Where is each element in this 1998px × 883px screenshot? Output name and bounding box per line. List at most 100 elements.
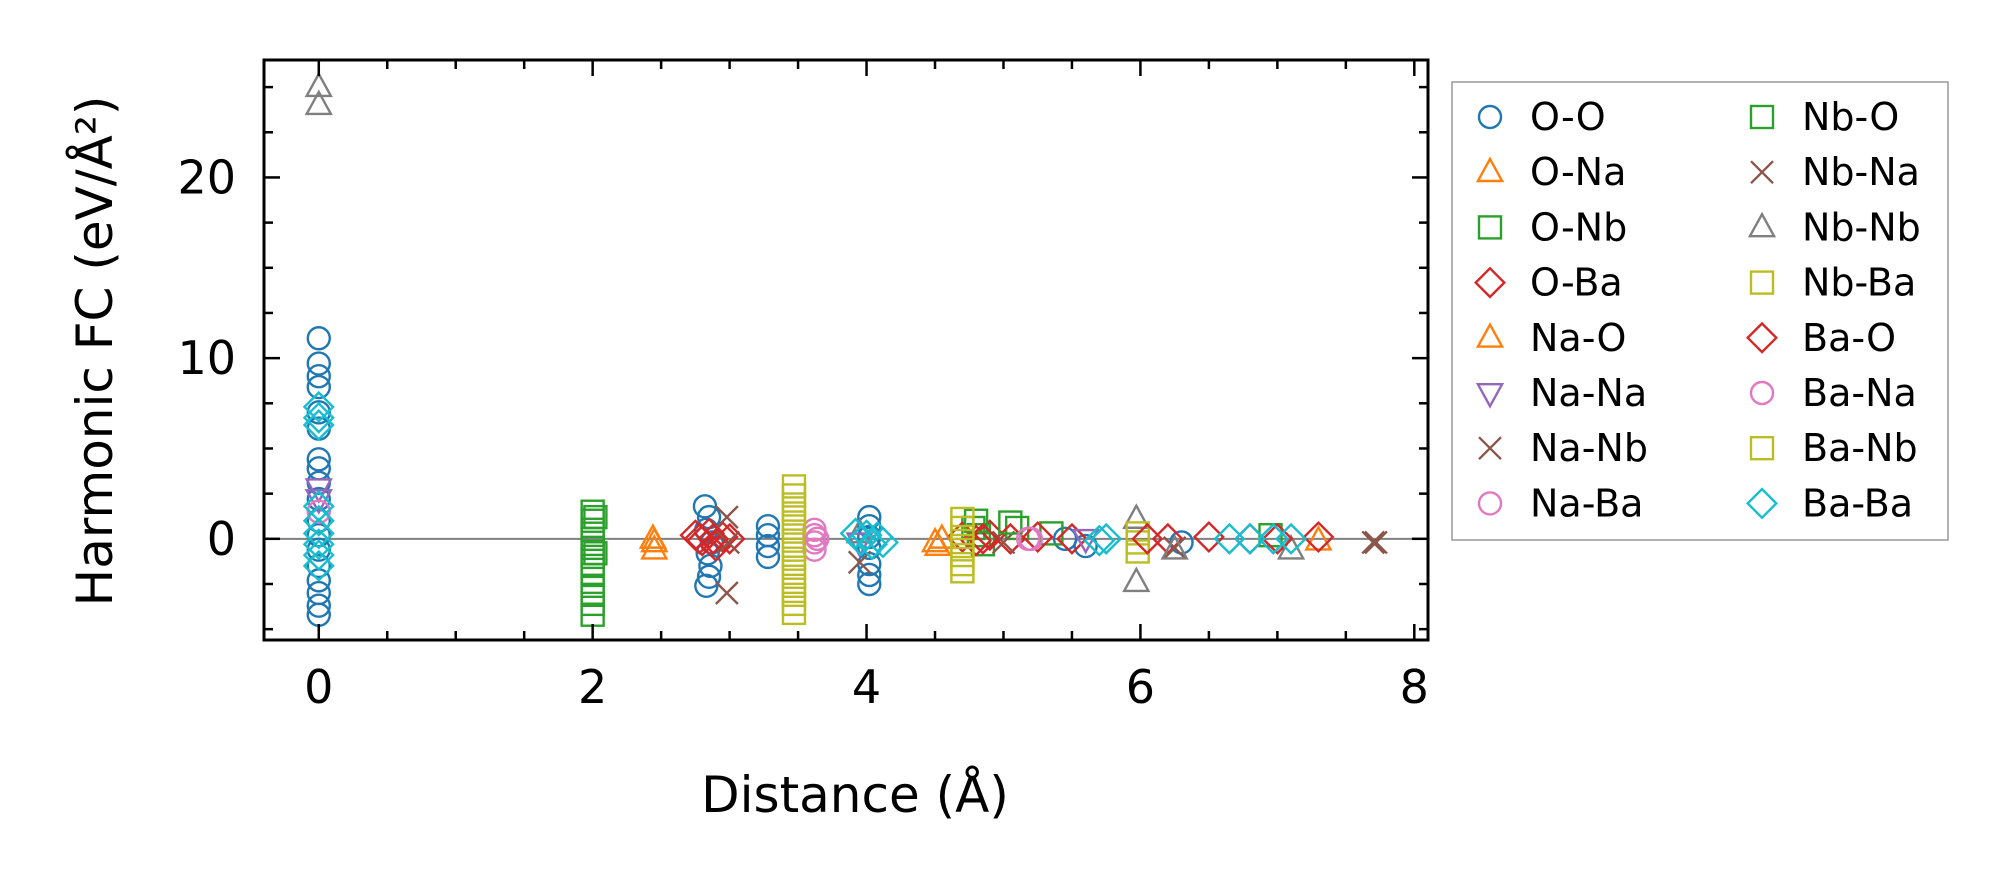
data-point	[302, 401, 335, 434]
y-tick-label: 20	[177, 150, 236, 204]
data-point	[1304, 524, 1333, 551]
plot-frame	[262, 58, 1430, 642]
data-point	[850, 519, 883, 552]
data-point	[950, 559, 975, 584]
data-point	[839, 517, 872, 550]
data-point	[866, 526, 899, 559]
legend-marker	[1749, 380, 1775, 406]
legend-item: Ba-Ba	[1746, 481, 1913, 525]
data-point	[302, 539, 335, 572]
data-point	[302, 504, 335, 537]
data-point	[1071, 528, 1100, 555]
data-point	[583, 504, 608, 530]
data-point	[304, 89, 333, 116]
legend-item: Nb-Na	[1750, 150, 1920, 194]
legend-marker	[1749, 104, 1775, 130]
legend-marker	[1475, 383, 1505, 409]
data-point	[696, 564, 722, 589]
data-point	[715, 581, 739, 605]
data-point	[306, 580, 331, 606]
data-point	[1261, 522, 1294, 555]
legend-item: Ba-Nb	[1749, 426, 1918, 470]
data-point	[1083, 524, 1116, 557]
data-point	[304, 71, 333, 98]
legend-label: Na-Ba	[1530, 481, 1643, 525]
data-point	[302, 390, 335, 423]
series-ba-nb	[950, 506, 975, 584]
data-point	[306, 537, 331, 562]
data-point	[306, 400, 331, 425]
data-point	[306, 447, 331, 472]
legend-label: Ba-Na	[1802, 371, 1917, 415]
data-point	[1302, 521, 1335, 554]
data-point	[755, 513, 781, 539]
x-tick-label: 2	[578, 660, 607, 714]
x-axis-label: Distance (Å)	[701, 766, 1009, 824]
y-tick-label: 10	[177, 331, 236, 385]
data-point	[991, 530, 1016, 555]
series-ba-o	[683, 522, 1294, 555]
data-point	[697, 522, 730, 555]
legend-marker	[1749, 436, 1775, 461]
data-point	[857, 504, 882, 530]
legend-marker	[1475, 156, 1505, 183]
data-point	[805, 526, 830, 552]
legend-item: Na-Ba	[1477, 481, 1643, 525]
data-point	[998, 510, 1023, 535]
data-point	[306, 374, 331, 400]
series-na-o	[638, 523, 956, 549]
legend-item: Ba-O	[1746, 316, 1896, 360]
data-point	[856, 528, 889, 561]
x-tick-label: 4	[852, 660, 881, 714]
data-point	[1192, 521, 1225, 554]
legend-label: O-Na	[1530, 150, 1626, 194]
legend-marker	[1475, 322, 1505, 348]
data-point	[1160, 533, 1189, 560]
legend-marker	[1746, 321, 1778, 354]
legend-label: Na-O	[1530, 316, 1626, 360]
data-point	[706, 521, 739, 554]
x-tick-label: 8	[1400, 660, 1429, 714]
data-point	[683, 522, 716, 555]
data-point	[1073, 533, 1098, 559]
data-point	[1015, 526, 1041, 552]
data-point	[1122, 566, 1151, 593]
legend-marker	[1474, 266, 1506, 299]
legend-label: Ba-O	[1802, 316, 1896, 360]
series-nb-ba	[781, 474, 1150, 626]
series-ba-na	[306, 499, 1041, 552]
x-tick-label: 6	[1126, 660, 1155, 714]
data-point	[306, 351, 331, 376]
data-point	[302, 408, 335, 441]
data-point	[306, 553, 331, 579]
y-axis-label: Harmonic FC (eV/Å²)	[66, 96, 124, 607]
legend-item: O-O	[1477, 95, 1606, 139]
data-point	[1275, 522, 1308, 555]
legend-label: Na-Nb	[1530, 426, 1648, 470]
data-point	[306, 593, 331, 618]
legend-marker	[1747, 211, 1777, 238]
data-point	[1364, 530, 1388, 555]
series-o-o	[306, 326, 1194, 627]
plot-area	[264, 71, 1428, 627]
data-point	[755, 544, 781, 570]
data-point	[802, 523, 827, 548]
data-point	[1162, 536, 1187, 560]
legend-item: Na-Nb	[1478, 426, 1648, 470]
data-point	[694, 573, 719, 598]
legend-item: Nb-Ba	[1749, 261, 1916, 305]
data-point	[306, 499, 331, 524]
legend-item: O-Ba	[1474, 261, 1623, 305]
legend-label: Nb-Na	[1802, 150, 1920, 194]
legend-label: O-Nb	[1530, 205, 1627, 249]
legend-marker	[1477, 104, 1503, 130]
data-point	[755, 533, 781, 559]
data-point	[1131, 522, 1164, 555]
legend-item: O-Na	[1475, 150, 1626, 194]
legend-item: Na-O	[1475, 316, 1626, 360]
legend-marker	[1746, 487, 1778, 520]
x-tick-label: 0	[304, 660, 333, 714]
legend-item: O-Nb	[1477, 205, 1627, 249]
data-point	[302, 549, 335, 582]
legend-label: Nb-Ba	[1802, 261, 1916, 305]
